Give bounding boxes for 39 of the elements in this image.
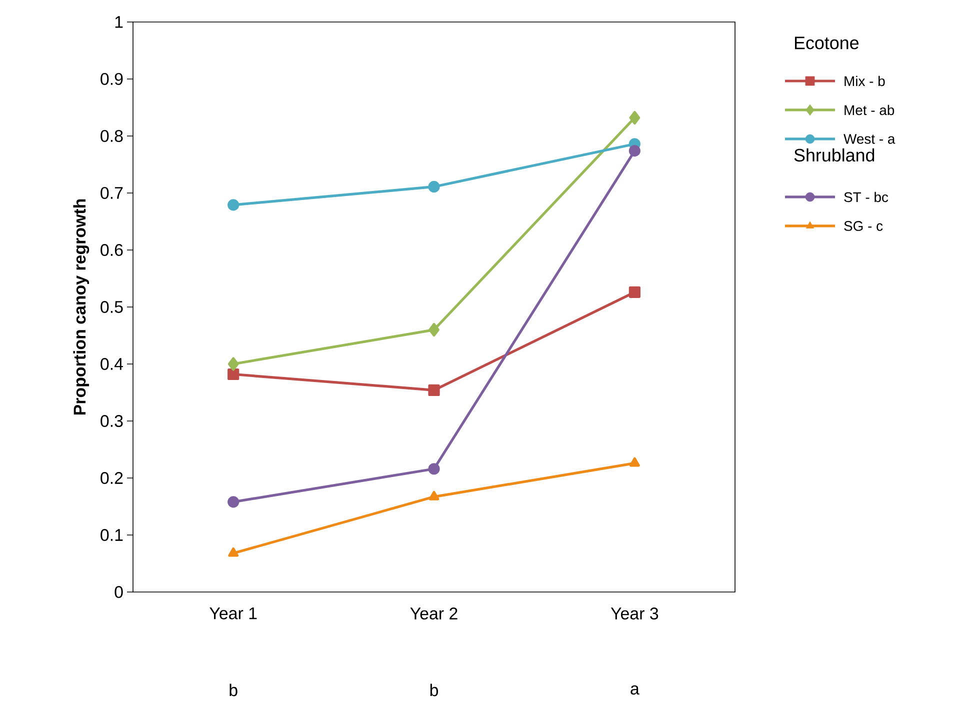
point: [228, 368, 240, 380]
x-tick-label: Year 1: [210, 608, 257, 620]
text: b: [230, 684, 238, 696]
y-tick-label: 0: [114, 586, 123, 598]
legend-title: Ecotone: [794, 36, 859, 50]
point: [428, 322, 440, 337]
y-tick-label: 0.6: [100, 244, 123, 256]
y-tick-label: 0.7: [100, 186, 123, 199]
point: [428, 384, 440, 396]
y-tick-label: 0.2: [100, 472, 123, 484]
point: [228, 199, 240, 211]
legend-label: SG - c: [844, 221, 883, 231]
legend-label: ST - bc: [844, 192, 888, 202]
point: [228, 496, 240, 508]
y-tick-label: 0.4: [100, 358, 123, 370]
legend-label: Mix - b: [844, 76, 885, 86]
point: [629, 110, 640, 125]
y-tick-label: 0.8: [100, 130, 123, 142]
point: [628, 145, 640, 157]
y-tick-label: 0.5: [100, 300, 123, 313]
text: Shrubland: [794, 148, 874, 162]
point: [428, 463, 440, 475]
x-tick-label: Year 3: [610, 608, 658, 620]
legend-label: West - a: [844, 134, 896, 144]
point: [628, 286, 640, 298]
x-tick-label: Year 2: [410, 608, 458, 620]
y-tick-label: 1: [115, 16, 123, 28]
point: [228, 357, 239, 371]
y-tick-label: 0.3: [100, 414, 123, 427]
legend-label: Met - ab: [844, 104, 894, 116]
point: [428, 490, 440, 500]
text: b: [430, 684, 438, 696]
y-tick-label: 0.9: [100, 72, 123, 85]
y-axis-title: Proportion canoy regrowth: [73, 199, 90, 415]
point: [228, 547, 239, 557]
text: a: [630, 685, 640, 695]
point: [629, 457, 640, 467]
point: [428, 180, 440, 193]
y-tick-label: 0.1: [100, 528, 123, 541]
